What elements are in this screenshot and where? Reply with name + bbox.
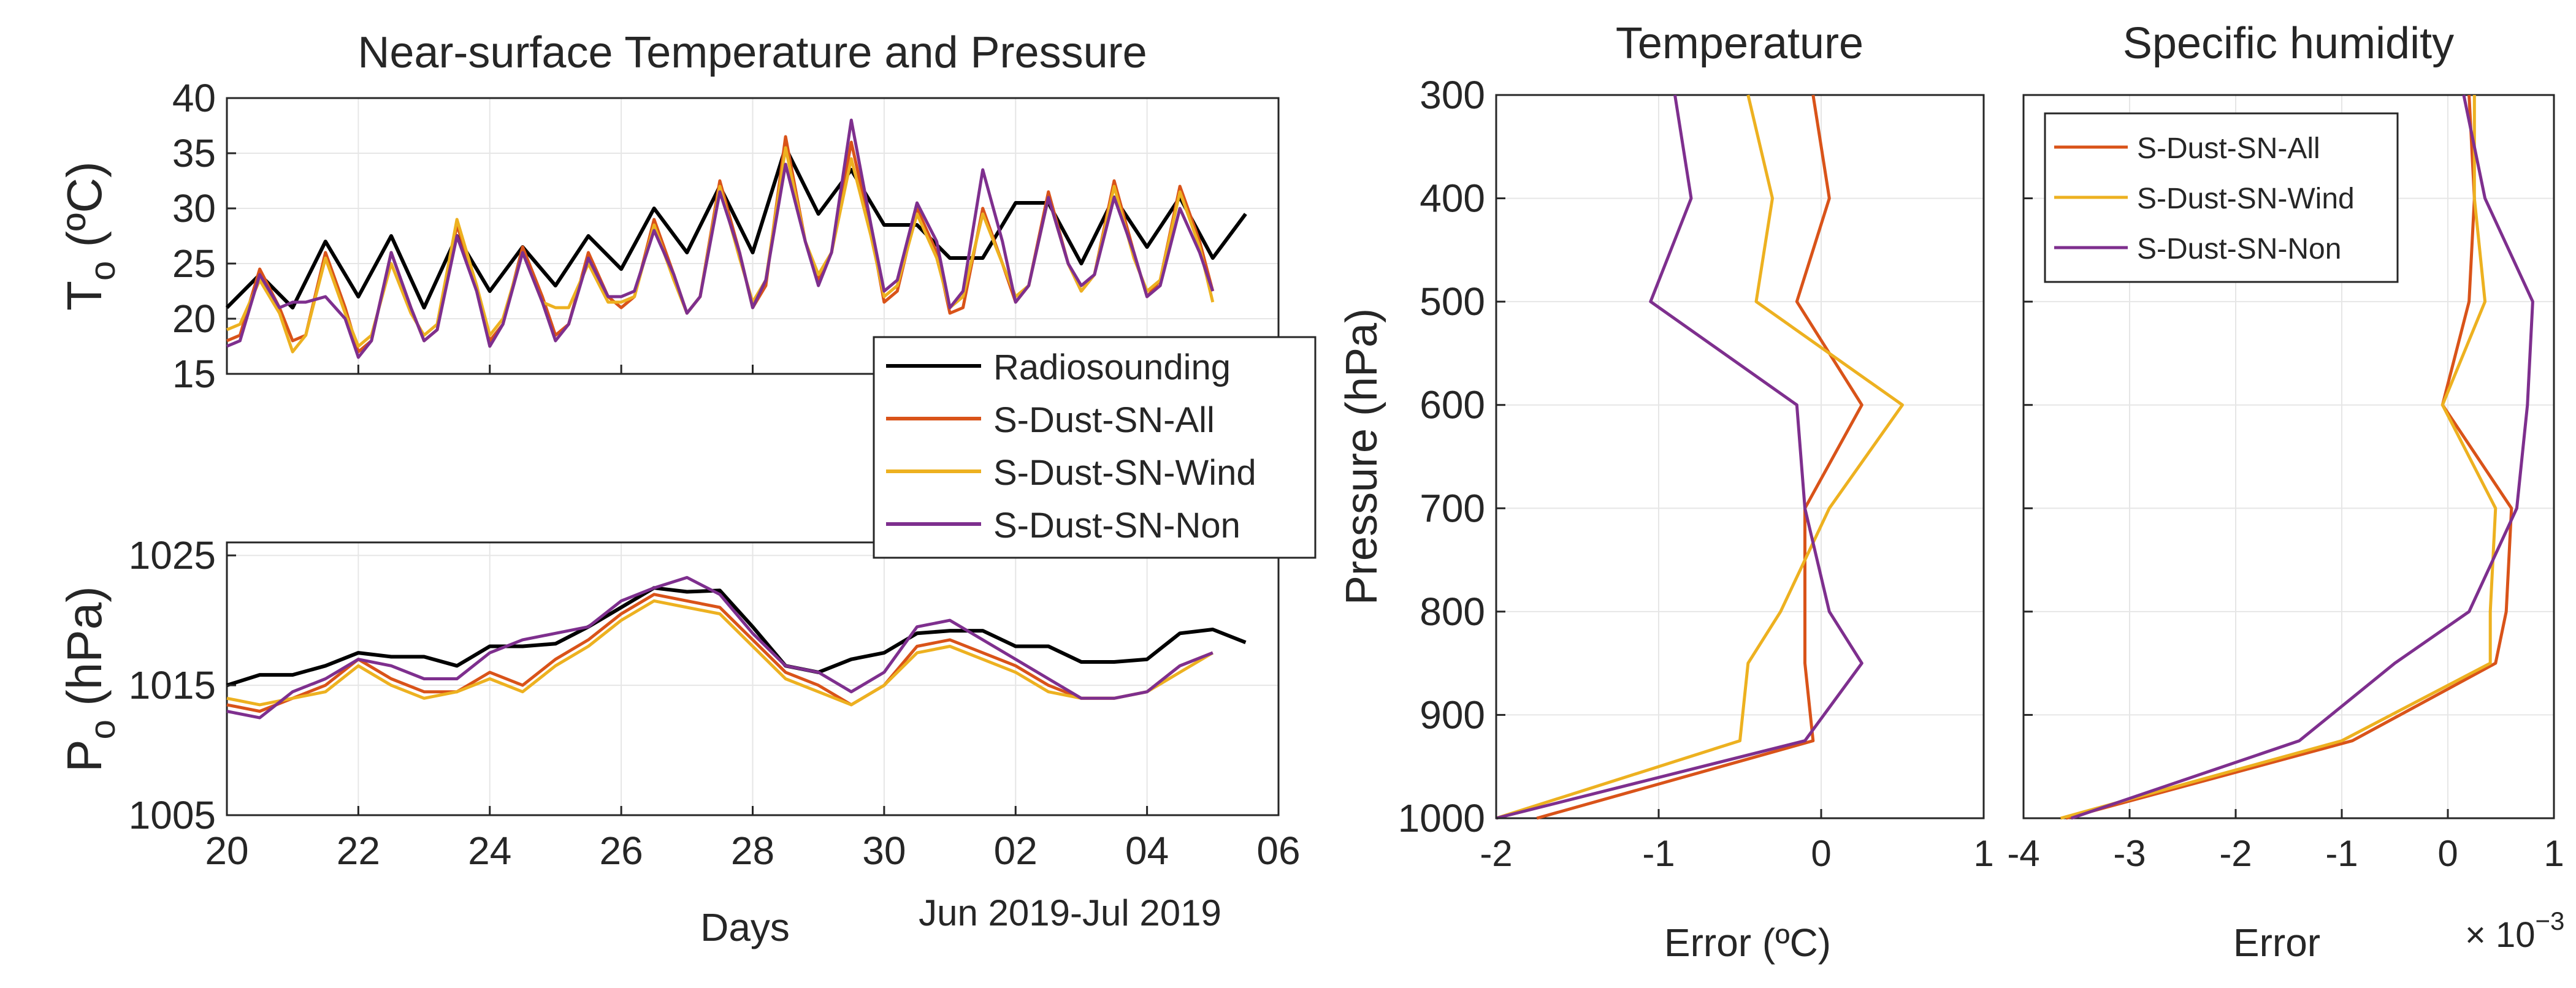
y-tick-label: 40 <box>172 76 216 120</box>
x-tick-label: 28 <box>731 829 774 873</box>
humidity-legend-box <box>2044 112 2399 283</box>
y-tick-label: 900 <box>1420 693 1485 737</box>
temperature-time-panel: 15 20 25 30 35 40 Near-surface Temperature an… <box>57 28 1280 396</box>
humidity-profile-multiplier: × 10−3 <box>2465 906 2564 955</box>
y-tick-label: 1015 <box>129 663 216 707</box>
x-tick-label: -3 <box>2113 833 2146 874</box>
series-line-s-dust-sn-all <box>226 593 1213 713</box>
series-line-s-dust-sn-wind <box>2060 95 2498 820</box>
x-tick-label: 04 <box>1125 829 1169 873</box>
legend-label-wind: S-Dust-SN-Wind <box>993 453 1256 493</box>
y-tick-label: 30 <box>172 186 216 230</box>
x-tick-label: -2 <box>2219 833 2252 874</box>
pressure-time-xlabel: Days <box>700 905 790 949</box>
humidity-profile-title: Specific humidity <box>2123 19 2454 68</box>
series-line-s-dust-sn-non <box>1496 94 1863 820</box>
x-tick-label: 1 <box>2544 833 2564 874</box>
x-tick-label: 24 <box>468 829 511 873</box>
x-tick-label: -1 <box>1642 833 1675 874</box>
y-tick-label: 400 <box>1420 177 1485 221</box>
y-tick-label: 1005 <box>129 793 216 837</box>
x-tick-label: 1 <box>1973 833 1993 874</box>
temperature-profile-ylabel: Pressure (hPa) <box>1337 308 1386 605</box>
humidity-legend: S-Dust-SN-All S-Dust-SN-Wind S-Dust-SN-N… <box>2044 112 2399 283</box>
x-tick-label: 0 <box>1811 833 1831 874</box>
series-line-s-dust-sn-wind <box>1496 94 1904 820</box>
y-tick-label: 35 <box>172 131 216 175</box>
y-tick-label: 1025 <box>129 533 216 577</box>
x-tick-label: 22 <box>337 829 380 873</box>
x-tick-label: 20 <box>205 829 248 873</box>
time-legend: Radiosounding S-Dust-SN-All S-Dust-SN-Wi… <box>873 336 1317 559</box>
hum-legend-label-wind: S-Dust-SN-Wind <box>2137 183 2355 215</box>
temperature-profile-panel: -2 -1 0 1 300 400 500 600 700 800 900 1000 Temperat… <box>1337 19 1994 965</box>
x-tick-label: -1 <box>2325 833 2358 874</box>
legend-label-non: S-Dust-SN-Non <box>993 506 1240 545</box>
y-tick-label: 15 <box>172 352 216 396</box>
y-tick-label: 1000 <box>1398 796 1485 840</box>
x-tick-label: 02 <box>994 829 1038 873</box>
series-line-radiosounding <box>226 586 1247 687</box>
temperature-profile-xlabel: Error (ºC) <box>1664 921 1831 965</box>
y-tick-label: 300 <box>1420 73 1485 117</box>
hum-legend-label-non: S-Dust-SN-Non <box>2137 233 2341 265</box>
y-tick-label: 700 <box>1420 486 1485 530</box>
legend-label-radiosounding: Radiosounding <box>993 348 1231 387</box>
y-tick-label: 500 <box>1420 279 1485 324</box>
temperature-time-title: Near-surface Temperature and Pressure <box>357 28 1147 77</box>
x-tick-label: -2 <box>1480 833 1512 874</box>
series-line-s-dust-sn-non <box>226 576 1213 720</box>
time-legend-box <box>873 336 1317 559</box>
y-tick-label: 20 <box>172 297 216 341</box>
series-line-s-dust-sn-wind <box>226 599 1214 707</box>
x-tick-label: -4 <box>2007 833 2039 874</box>
temperature-profile-title: Temperature <box>1616 19 1863 68</box>
y-tick-label: 800 <box>1420 590 1485 634</box>
legend-label-all: S-Dust-SN-All <box>993 400 1215 440</box>
x-tick-label: 0 <box>2437 833 2458 874</box>
temperature-time-ylabel: To (ºC) <box>57 161 123 311</box>
series-line-s-dust-sn-all <box>2065 94 2513 820</box>
temperature-profile-axes-frame <box>1495 94 1985 819</box>
humidity-profile-axes-frame <box>2022 94 2555 819</box>
y-tick-label: 600 <box>1420 383 1485 427</box>
pressure-time-xlabel-extra: Jun 2019-Jul 2019 <box>919 892 1221 933</box>
y-tick-label: 25 <box>172 241 216 286</box>
pressure-time-ylabel: Po (hPa) <box>57 586 123 772</box>
series-line-s-dust-sn-non <box>2070 94 2534 820</box>
humidity-profile-xlabel: Error <box>2233 921 2320 965</box>
x-tick-label: 06 <box>1256 829 1300 873</box>
series-line-radiosounding <box>225 146 1247 310</box>
hum-legend-label-all: S-Dust-SN-All <box>2137 132 2320 165</box>
x-tick-label: 30 <box>862 829 906 873</box>
x-tick-label: 26 <box>600 829 643 873</box>
series-line-s-dust-sn-non <box>226 118 1215 359</box>
